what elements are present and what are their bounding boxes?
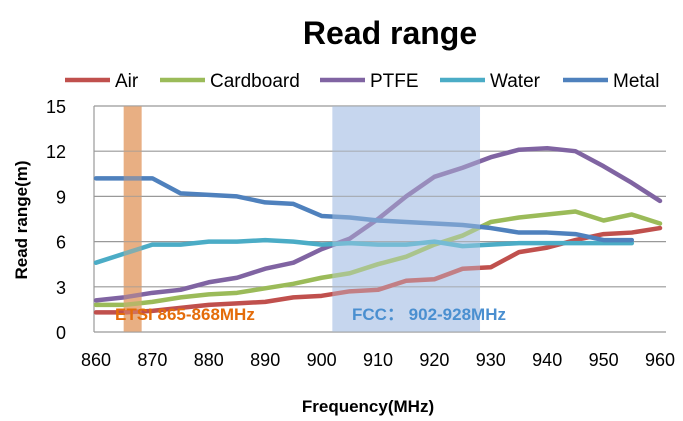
- y-tick-label: 0: [56, 323, 66, 343]
- x-tick-label: 900: [307, 350, 337, 370]
- x-tick-label: 860: [81, 350, 111, 370]
- band-overlay-1: [332, 106, 481, 332]
- y-axis-label: Read range(m): [12, 160, 31, 279]
- y-tick-label: 3: [56, 278, 66, 298]
- x-tick-label: 880: [194, 350, 224, 370]
- x-tick-label: 920: [419, 350, 449, 370]
- band-label-fcc: FCC： 902-928MHz: [352, 305, 506, 324]
- chart-title: Read range: [303, 15, 477, 51]
- x-tick-label: 930: [476, 350, 506, 370]
- band-0: [123, 106, 142, 332]
- x-tick-label: 950: [589, 350, 619, 370]
- legend-label-air: Air: [115, 71, 139, 92]
- x-tick-label: 870: [137, 350, 167, 370]
- x-tick-label: 890: [250, 350, 280, 370]
- legend-label-cardboard: Cardboard: [210, 71, 300, 92]
- series-line-cardboard: [93, 209, 663, 308]
- legend-label-water: Water: [490, 71, 541, 92]
- y-tick-label: 9: [56, 187, 66, 207]
- legend-label-ptfe: PTFE: [370, 71, 419, 92]
- x-tick-label: 960: [645, 350, 675, 370]
- series-line-water: [93, 237, 635, 265]
- legend-label-metal: Metal: [613, 71, 659, 92]
- series-line-metal: [93, 176, 635, 243]
- x-axis-label: Frequency(MHz): [302, 397, 434, 416]
- band-label-etsi: ETSI 865-868MHz: [115, 305, 255, 324]
- x-tick-label: 940: [532, 350, 562, 370]
- y-tick-label: 6: [56, 233, 66, 253]
- y-tick-label: 15: [46, 97, 66, 117]
- x-tick-label: 910: [363, 350, 393, 370]
- y-tick-label: 12: [46, 142, 66, 162]
- band-overlay-0: [123, 106, 142, 332]
